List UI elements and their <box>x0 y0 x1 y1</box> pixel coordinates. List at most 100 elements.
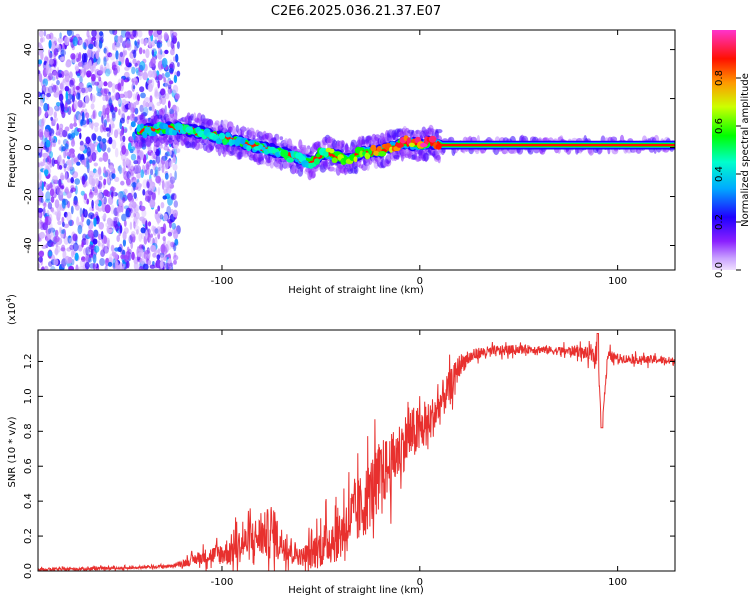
noise-blob <box>129 113 136 122</box>
noise-blob <box>81 111 85 122</box>
noise-blob <box>115 60 119 66</box>
noise-blob <box>49 151 53 159</box>
noise-blob <box>91 36 97 41</box>
ridge-blob <box>378 151 387 157</box>
noise-blob <box>147 83 153 92</box>
noise-blob <box>46 229 53 239</box>
noise-blob <box>91 73 96 82</box>
noise-blob <box>161 155 168 161</box>
noise-blob <box>120 180 125 186</box>
noise-blob <box>65 255 70 264</box>
noise-blob <box>147 221 152 227</box>
noise-blob <box>38 212 41 219</box>
noise-blob <box>113 216 120 225</box>
ridge-halo <box>366 162 370 171</box>
noise-blob <box>167 38 171 48</box>
noise-blob <box>92 253 97 264</box>
noise-blob <box>154 236 158 246</box>
noise-blob <box>45 191 51 202</box>
noise-blob <box>61 47 65 57</box>
noise-blob <box>40 266 45 270</box>
noise-blob <box>42 78 48 87</box>
noise-blob <box>101 138 107 144</box>
noise-blob <box>162 223 167 234</box>
noise-blob <box>103 81 108 87</box>
noise-blob <box>131 182 137 188</box>
noise-blob <box>53 235 60 243</box>
noise-blob <box>71 30 74 37</box>
noise-blob <box>96 91 102 97</box>
noise-blob <box>61 198 66 209</box>
snr-x-ticks: -100 0 100 <box>211 330 627 588</box>
noise-blob <box>112 258 116 268</box>
noise-blob <box>117 246 122 252</box>
noise-blob <box>91 199 94 209</box>
noise-blob <box>144 97 150 103</box>
noise-blob <box>79 145 85 152</box>
noise-blob <box>70 205 74 215</box>
noise-blob <box>139 86 145 93</box>
noise-blob <box>140 169 144 179</box>
noise-blob <box>126 76 131 82</box>
noise-blob <box>135 164 142 174</box>
noise-blob <box>173 259 177 265</box>
noise-blob <box>133 192 137 200</box>
noise-blob <box>93 162 99 167</box>
noise-blob <box>90 92 93 102</box>
noise-blob <box>59 82 64 90</box>
noise-blob <box>38 222 41 230</box>
noise-blob <box>93 57 97 63</box>
noise-blob <box>98 40 103 49</box>
noise-blob <box>123 219 127 227</box>
noise-blob <box>169 161 173 168</box>
noise-blob <box>50 266 56 270</box>
noise-blob <box>176 41 180 49</box>
noise-blob <box>92 95 96 103</box>
noise-blob <box>157 205 161 212</box>
ridge-blob <box>359 150 364 158</box>
noise-blob <box>38 171 42 181</box>
noise-blob <box>76 72 81 78</box>
ridge-halo <box>276 133 280 143</box>
noise-blob <box>111 95 115 101</box>
noise-blob <box>169 262 174 267</box>
noise-blob <box>84 39 89 47</box>
ridge-halo <box>353 165 359 175</box>
noise-blob <box>65 90 69 101</box>
noise-blob <box>103 119 108 128</box>
noise-blob <box>40 37 44 43</box>
noise-blob <box>104 265 108 270</box>
ridge-halo <box>333 167 337 172</box>
ridge-halo <box>324 159 328 168</box>
ridge-halo <box>435 129 443 134</box>
noise-blob <box>63 163 67 169</box>
noise-blob <box>125 209 130 218</box>
noise-blob <box>44 215 49 226</box>
noise-blob <box>150 57 156 68</box>
noise-blob <box>43 30 47 37</box>
noise-blob <box>105 222 109 228</box>
noise-blob <box>99 124 104 133</box>
ridge-blob <box>218 132 226 140</box>
noise-blob <box>164 93 170 100</box>
noise-blob <box>45 139 51 148</box>
noise-blob <box>144 38 148 45</box>
noise-blob <box>155 175 161 184</box>
noise-blob <box>134 107 139 115</box>
noise-blob <box>151 69 157 79</box>
noise-blob <box>93 217 97 227</box>
noise-blob <box>113 216 117 222</box>
noise-blob <box>130 153 137 161</box>
noise-blob <box>65 71 69 78</box>
noise-blob <box>86 30 90 38</box>
noise-blob <box>57 73 63 78</box>
noise-blob <box>81 87 86 94</box>
noise-blob <box>40 197 44 203</box>
ridge-halo <box>140 142 147 148</box>
noise-blob <box>167 160 174 165</box>
colorbar-tick-label: 0.8 <box>714 70 725 86</box>
ridge-blob <box>331 157 338 164</box>
noise-blob <box>168 67 174 74</box>
noise-blob <box>64 143 69 150</box>
noise-blob <box>155 209 158 215</box>
